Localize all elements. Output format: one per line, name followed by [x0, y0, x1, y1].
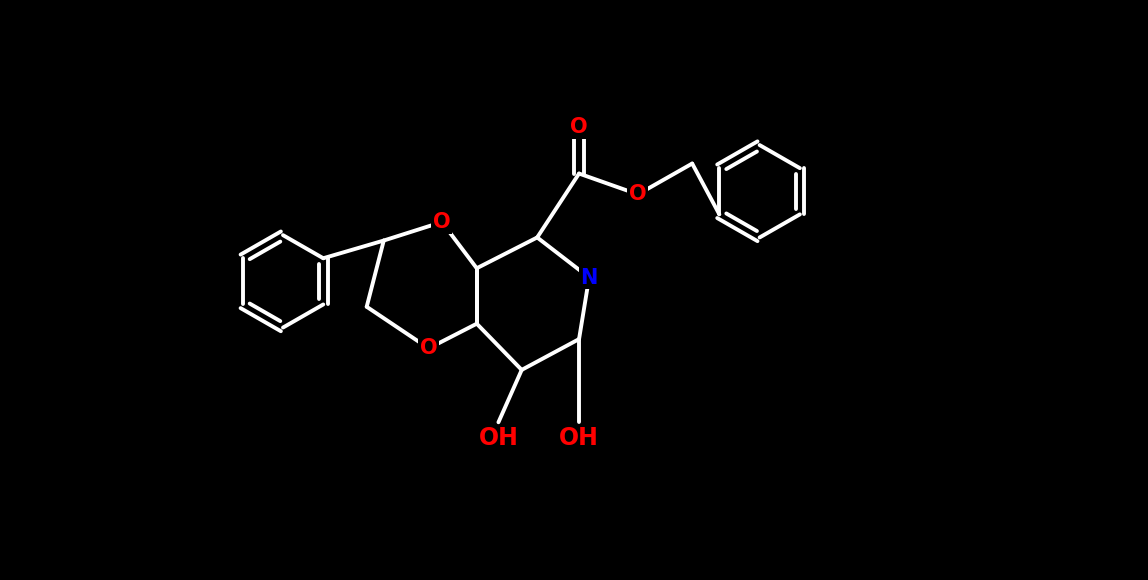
Text: OH: OH [479, 426, 519, 450]
Text: N: N [581, 267, 598, 288]
Text: O: O [629, 184, 646, 204]
Text: O: O [420, 338, 437, 358]
Text: O: O [433, 212, 451, 232]
Text: OH: OH [559, 426, 599, 450]
Text: O: O [571, 117, 588, 137]
